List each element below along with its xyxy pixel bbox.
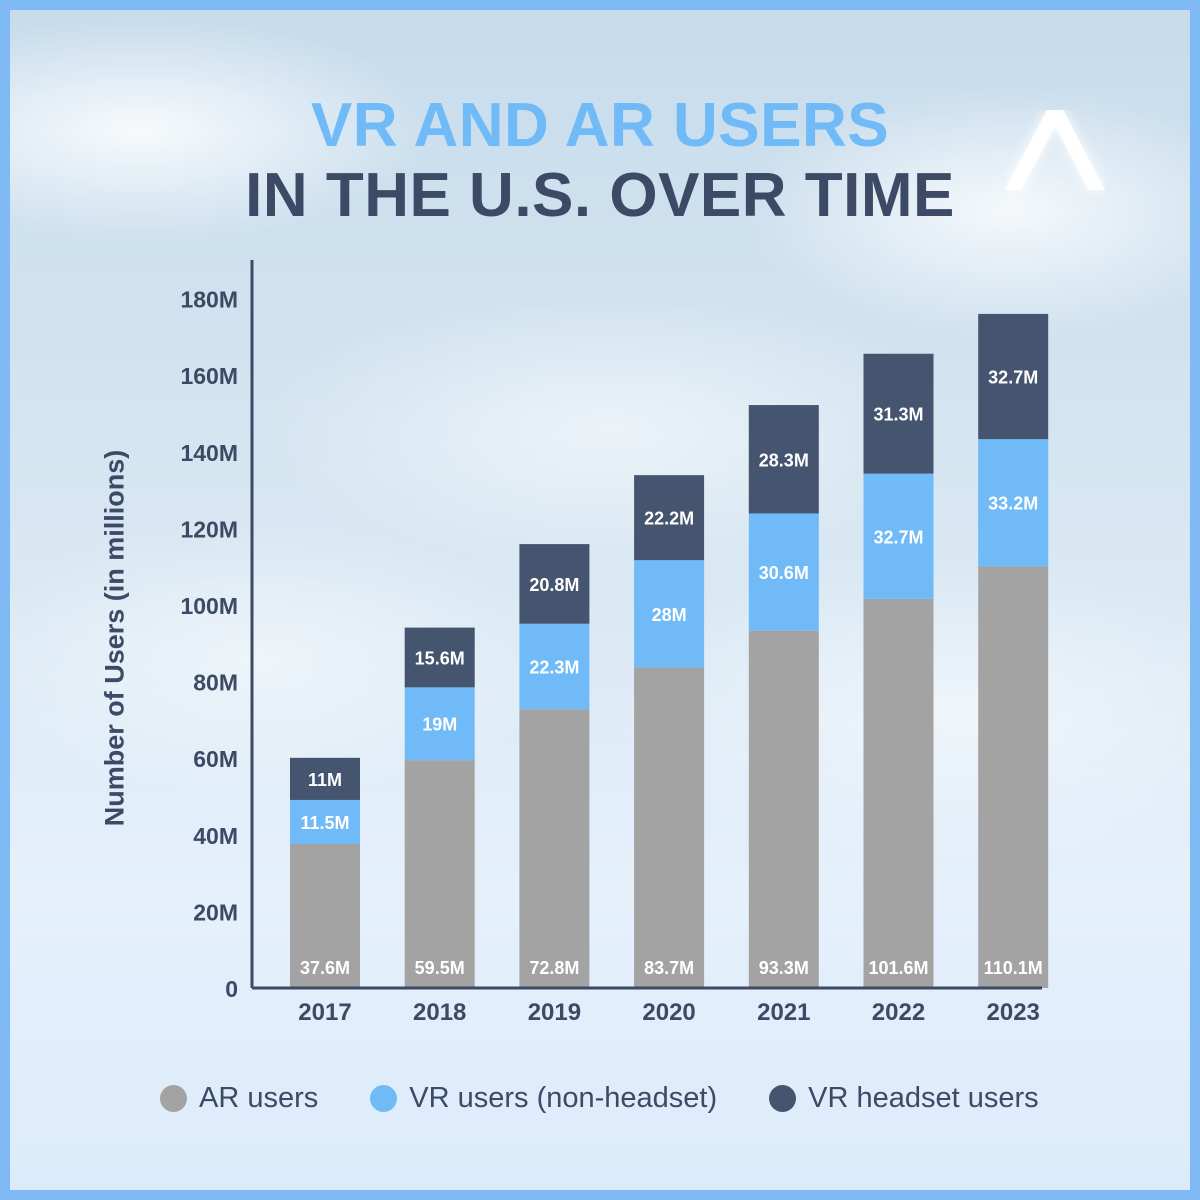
y-tick-label: 20M (193, 899, 238, 925)
caret-up-icon (1005, 110, 1105, 190)
legend-label-ar: AR users (199, 1082, 319, 1114)
data-label: 93.3M (759, 958, 809, 978)
data-label: 19M (422, 715, 457, 735)
bar-segment (634, 560, 705, 668)
bar-segment (748, 513, 819, 631)
legend-label-vr-non-headset: VR users (non-headset) (409, 1082, 718, 1114)
data-label: 101.6M (868, 958, 928, 978)
y-tick-label: 60M (193, 746, 238, 772)
data-label: 11.5M (300, 813, 349, 833)
bar-segment (404, 627, 475, 688)
data-label: 30.6M (759, 563, 809, 583)
chart-title-line2: IN THE U.S. OVER TIME (245, 161, 955, 230)
data-label: 20.8M (529, 575, 579, 595)
data-label: 37.6M (300, 958, 350, 978)
data-label: 28M (652, 605, 687, 625)
data-label: 83.7M (644, 958, 694, 978)
y-tick-label: 100M (180, 593, 238, 619)
data-label: 72.8M (529, 958, 579, 978)
y-tick-label: 80M (193, 670, 238, 696)
data-label: 22.2M (644, 509, 694, 529)
data-label: 15.6M (415, 648, 465, 668)
data-label: 28.3M (759, 450, 809, 470)
legend-label-vr-headset: VR headset users (808, 1082, 1039, 1114)
bar-segment (519, 544, 590, 624)
bar-segment (634, 667, 705, 988)
bar-segment (978, 313, 1049, 440)
y-tick-label: 0 (225, 976, 238, 1002)
data-label: 32.7M (873, 527, 923, 547)
bar-segment (404, 760, 475, 988)
legend-item-vr-non-headset: VR users (non-headset) (370, 1082, 717, 1115)
legend-swatch-ar (160, 1085, 187, 1112)
bar-segment (519, 623, 590, 710)
x-tick-label: 2023 (987, 999, 1040, 1026)
bar-segment (290, 843, 360, 988)
y-tick-label: 140M (180, 440, 238, 466)
data-label: 22.3M (529, 657, 579, 677)
chart-title-line1: VR AND AR USERS (310, 91, 890, 160)
legend-item-vr-headset: VR headset users (769, 1082, 1039, 1115)
bar-segment (290, 799, 360, 844)
data-label: 110.1M (984, 958, 1043, 978)
stacked-bar-chart: 0 20M 40M 60M 80M 100M 120M 140M 160M 180M 37.6M 11… (180, 260, 1049, 1026)
legend-item-ar: AR users (160, 1082, 318, 1115)
legend-swatch-vr-non-headset (370, 1085, 398, 1112)
bar-segment (634, 475, 705, 561)
x-tick-label: 2020 (642, 999, 695, 1026)
bar-segment (863, 473, 934, 599)
y-tick-label: 120M (180, 516, 238, 542)
x-tick-label: 2017 (298, 999, 351, 1026)
bar-segment (748, 630, 819, 988)
bar-segment (863, 353, 934, 474)
legend: AR users VR users (non-headset) VR heads… (160, 1082, 1091, 1115)
data-label: 31.3M (873, 405, 923, 425)
bar-segment (748, 405, 819, 514)
x-tick-label: 2022 (872, 999, 925, 1026)
x-tick-label: 2021 (757, 999, 810, 1026)
data-label: 11M (308, 770, 342, 790)
y-tick-label: 40M (193, 823, 238, 849)
legend-swatch-vr-headset (769, 1085, 797, 1112)
data-label: 33.2M (988, 494, 1038, 514)
bar-segment (863, 598, 934, 988)
bar-segment (519, 709, 590, 988)
bar-segment (404, 687, 475, 761)
x-tick-label: 2018 (413, 999, 466, 1026)
y-tick-label: 180M (180, 287, 238, 313)
data-label: 59.5M (415, 958, 465, 978)
bar-segment (290, 757, 360, 800)
y-tick-label: 160M (180, 363, 238, 389)
bar-segment (978, 439, 1049, 567)
x-tick-label: 2019 (528, 999, 581, 1026)
bar-segment (978, 566, 1049, 988)
data-label: 32.7M (988, 368, 1038, 388)
